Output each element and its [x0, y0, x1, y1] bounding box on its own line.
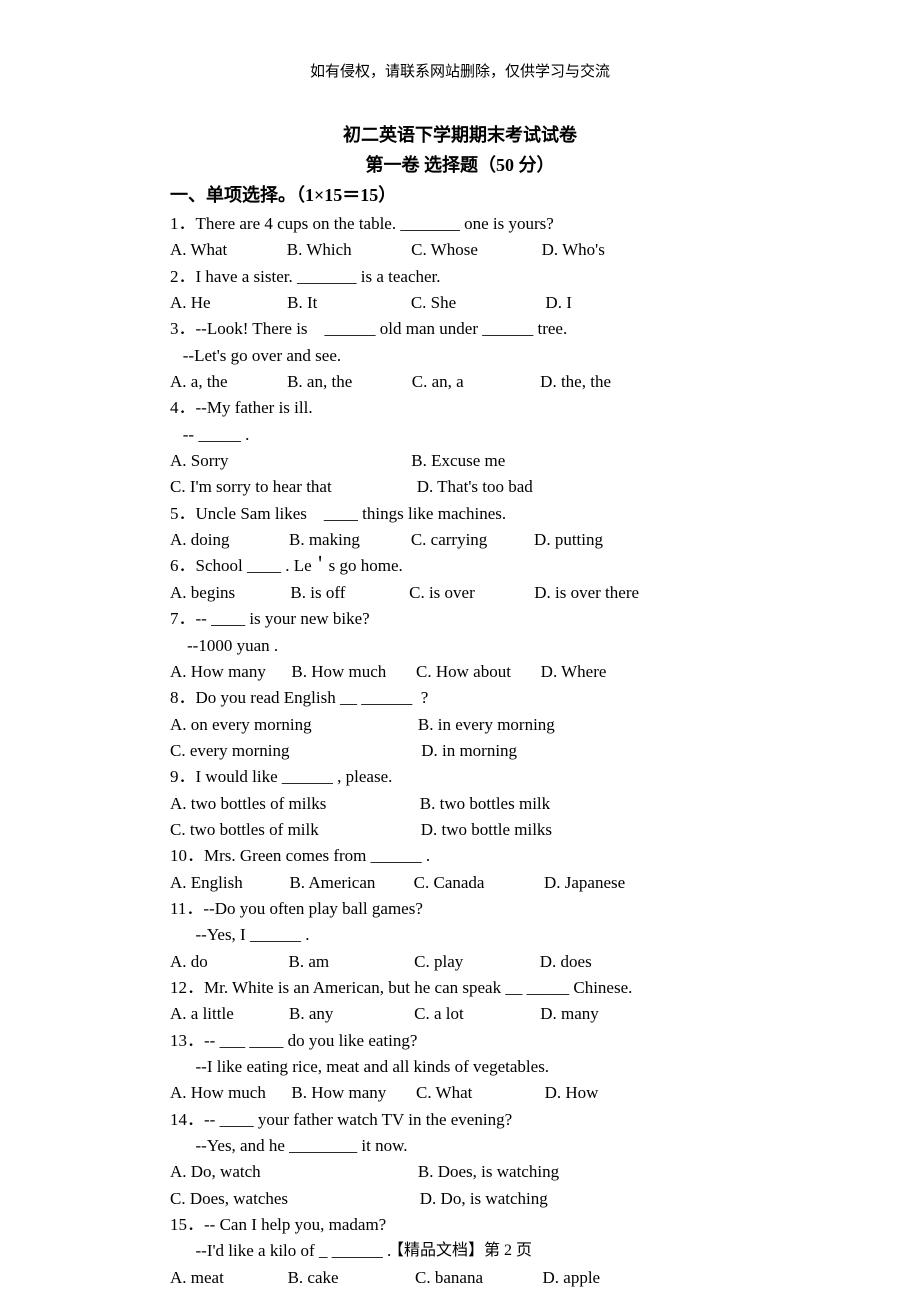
exam-line: A. He B. It C. She D. I	[170, 290, 750, 316]
exam-line: C. two bottles of milk D. two bottle mil…	[170, 817, 750, 843]
exam-line: 10．Mrs. Green comes from ______ .	[170, 843, 750, 869]
exam-line: A. a, the B. an, the C. an, a D. the, th…	[170, 369, 750, 395]
exam-line: C. Does, watches D. Do, is watching	[170, 1186, 750, 1212]
exam-line: -- _____ .	[170, 422, 750, 448]
exam-line: A. begins B. is off C. is over D. is ove…	[170, 580, 750, 606]
exam-title: 初二英语下学期期末考试试卷	[170, 121, 750, 147]
exam-line: 4．--My father is ill.	[170, 395, 750, 421]
copyright-note: 如有侵权，请联系网站删除，仅供学习与交流	[170, 60, 750, 81]
exam-line: A. a little B. any C. a lot D. many	[170, 1001, 750, 1027]
exam-line: C. every morning D. in morning	[170, 738, 750, 764]
question-content: 1．There are 4 cups on the table. _______…	[170, 211, 750, 1291]
exam-line: 5．Uncle Sam likes ____ things like machi…	[170, 501, 750, 527]
exam-line: A. How many B. How much C. How about D. …	[170, 659, 750, 685]
exam-line: 14．-- ____ your father watch TV in the e…	[170, 1107, 750, 1133]
exam-line: A. doing B. making C. carrying D. puttin…	[170, 527, 750, 553]
exam-line: 12．Mr. White is an American, but he can …	[170, 975, 750, 1001]
exam-line: A. two bottles of milks B. two bottles m…	[170, 791, 750, 817]
exam-line: --I like eating rice, meat and all kinds…	[170, 1054, 750, 1080]
exam-line: 11．--Do you often play ball games?	[170, 896, 750, 922]
exam-line: --1000 yuan .	[170, 633, 750, 659]
exam-line: 3．--Look! There is ______ old man under …	[170, 316, 750, 342]
exam-line: 9．I would like ______ , please.	[170, 764, 750, 790]
section-heading: 一、单项选择。（1×15＝15）	[170, 181, 750, 207]
exam-line: 13．-- ___ ____ do you like eating?	[170, 1028, 750, 1054]
exam-line: C. I'm sorry to hear that D. That's too …	[170, 474, 750, 500]
exam-line: A. Do, watch B. Does, is watching	[170, 1159, 750, 1185]
exam-line: A. Sorry B. Excuse me	[170, 448, 750, 474]
exam-line: A. English B. American C. Canada D. Japa…	[170, 870, 750, 896]
exam-line: 7．-- ____ is your new bike?	[170, 606, 750, 632]
exam-line: 6．School ____ . Le＇s go home.	[170, 553, 750, 579]
exam-line: A. on every morning B. in every morning	[170, 712, 750, 738]
exam-line: --Let's go over and see.	[170, 343, 750, 369]
exam-line: A. What B. Which C. Whose D. Who's	[170, 237, 750, 263]
exam-line: A. How much B. How many C. What D. How	[170, 1080, 750, 1106]
exam-subtitle: 第一卷 选择题（50 分）	[170, 151, 750, 177]
exam-line: 8．Do you read English __ ______ ?	[170, 685, 750, 711]
exam-line: 2．I have a sister. _______ is a teacher.	[170, 264, 750, 290]
page-footer: 【精品文档】第 2 页	[0, 1236, 920, 1260]
exam-line: --Yes, and he ________ it now.	[170, 1133, 750, 1159]
exam-line: 15．-- Can I help you, madam?	[170, 1212, 750, 1238]
exam-line: A. do B. am C. play D. does	[170, 949, 750, 975]
exam-line: 1．There are 4 cups on the table. _______…	[170, 211, 750, 237]
exam-line: A. meat B. cake C. banana D. apple	[170, 1265, 750, 1291]
exam-line: --Yes, I ______ .	[170, 922, 750, 948]
